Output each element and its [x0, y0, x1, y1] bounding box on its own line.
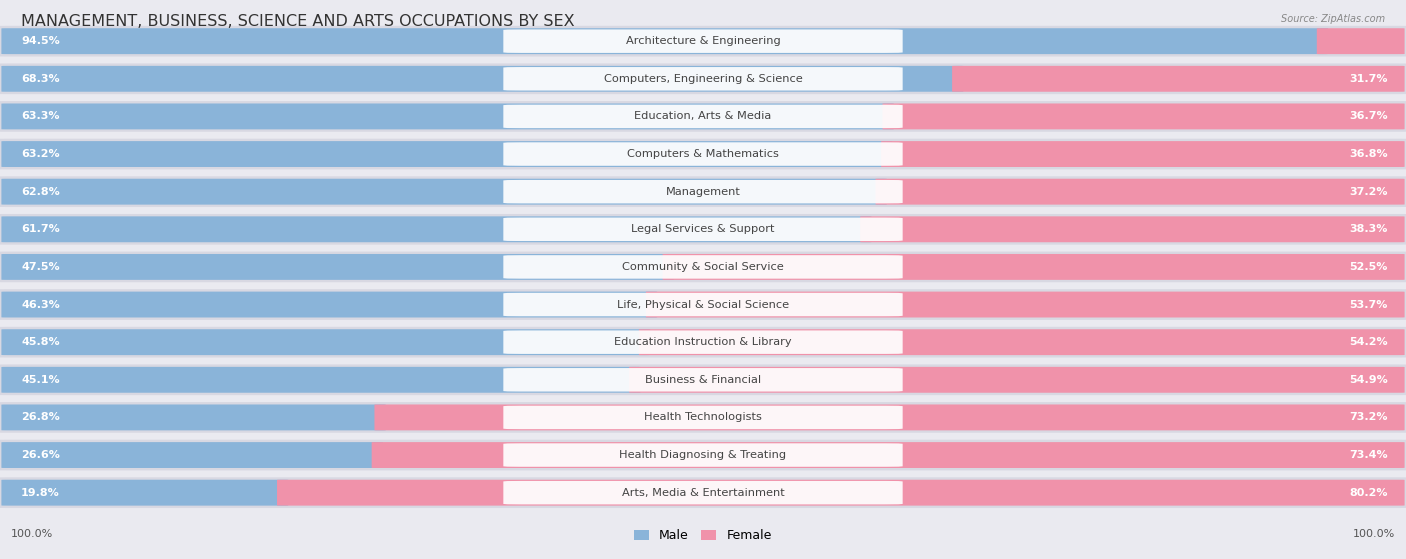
FancyBboxPatch shape: [503, 368, 903, 391]
FancyBboxPatch shape: [0, 139, 1406, 169]
FancyBboxPatch shape: [1, 216, 872, 242]
FancyBboxPatch shape: [1, 103, 894, 129]
Text: 94.5%: 94.5%: [21, 36, 60, 46]
FancyBboxPatch shape: [628, 367, 1405, 393]
FancyBboxPatch shape: [860, 216, 1405, 242]
Text: 73.2%: 73.2%: [1350, 413, 1388, 423]
FancyBboxPatch shape: [952, 66, 1405, 92]
FancyBboxPatch shape: [1, 292, 657, 318]
Text: 53.7%: 53.7%: [1350, 300, 1388, 310]
Text: Source: ZipAtlas.com: Source: ZipAtlas.com: [1281, 14, 1385, 24]
FancyBboxPatch shape: [1, 367, 640, 393]
FancyBboxPatch shape: [1, 480, 288, 505]
FancyBboxPatch shape: [883, 103, 1405, 129]
Text: Architecture & Engineering: Architecture & Engineering: [626, 36, 780, 46]
FancyBboxPatch shape: [503, 443, 903, 467]
FancyBboxPatch shape: [503, 30, 903, 53]
Text: 73.4%: 73.4%: [1350, 450, 1388, 460]
FancyBboxPatch shape: [1, 141, 893, 167]
Text: 45.8%: 45.8%: [21, 337, 59, 347]
Text: 100.0%: 100.0%: [1353, 529, 1395, 539]
Text: Computers, Engineering & Science: Computers, Engineering & Science: [603, 74, 803, 84]
Legend: Male, Female: Male, Female: [630, 524, 776, 547]
Text: 26.8%: 26.8%: [21, 413, 60, 423]
FancyBboxPatch shape: [0, 440, 1406, 471]
Text: MANAGEMENT, BUSINESS, SCIENCE AND ARTS OCCUPATIONS BY SEX: MANAGEMENT, BUSINESS, SCIENCE AND ARTS O…: [21, 14, 575, 29]
Text: 52.5%: 52.5%: [1350, 262, 1388, 272]
FancyBboxPatch shape: [1, 329, 650, 355]
FancyBboxPatch shape: [277, 480, 1405, 505]
Text: 19.8%: 19.8%: [21, 487, 60, 498]
FancyBboxPatch shape: [503, 105, 903, 128]
Text: 62.8%: 62.8%: [21, 187, 60, 197]
Text: Education, Arts & Media: Education, Arts & Media: [634, 111, 772, 121]
FancyBboxPatch shape: [0, 176, 1406, 207]
FancyBboxPatch shape: [503, 481, 903, 504]
Text: 54.2%: 54.2%: [1350, 337, 1388, 347]
Text: Arts, Media & Entertainment: Arts, Media & Entertainment: [621, 487, 785, 498]
FancyBboxPatch shape: [1, 254, 673, 280]
FancyBboxPatch shape: [503, 67, 903, 91]
FancyBboxPatch shape: [503, 143, 903, 166]
FancyBboxPatch shape: [638, 329, 1405, 355]
FancyBboxPatch shape: [0, 101, 1406, 132]
FancyBboxPatch shape: [0, 289, 1406, 320]
Text: 36.7%: 36.7%: [1350, 111, 1388, 121]
FancyBboxPatch shape: [503, 217, 903, 241]
Text: 100.0%: 100.0%: [11, 529, 53, 539]
FancyBboxPatch shape: [1, 28, 1329, 54]
Text: 80.2%: 80.2%: [1350, 487, 1388, 498]
FancyBboxPatch shape: [1317, 28, 1405, 54]
FancyBboxPatch shape: [371, 442, 1405, 468]
Text: 63.2%: 63.2%: [21, 149, 59, 159]
Text: 31.7%: 31.7%: [1350, 74, 1388, 84]
FancyBboxPatch shape: [0, 402, 1406, 433]
Text: Management: Management: [665, 187, 741, 197]
FancyBboxPatch shape: [1, 442, 382, 468]
FancyBboxPatch shape: [876, 179, 1405, 205]
FancyBboxPatch shape: [0, 327, 1406, 358]
Text: 46.3%: 46.3%: [21, 300, 60, 310]
Text: Business & Financial: Business & Financial: [645, 375, 761, 385]
Text: 45.1%: 45.1%: [21, 375, 59, 385]
Text: Community & Social Service: Community & Social Service: [621, 262, 785, 272]
Text: Health Technologists: Health Technologists: [644, 413, 762, 423]
FancyBboxPatch shape: [0, 63, 1406, 94]
FancyBboxPatch shape: [0, 214, 1406, 245]
FancyBboxPatch shape: [662, 254, 1405, 280]
Text: 36.8%: 36.8%: [1350, 149, 1388, 159]
FancyBboxPatch shape: [0, 477, 1406, 508]
Text: 54.9%: 54.9%: [1348, 375, 1388, 385]
Text: Legal Services & Support: Legal Services & Support: [631, 224, 775, 234]
Text: Education Instruction & Library: Education Instruction & Library: [614, 337, 792, 347]
FancyBboxPatch shape: [0, 26, 1406, 56]
FancyBboxPatch shape: [374, 405, 1405, 430]
Text: Health Diagnosing & Treating: Health Diagnosing & Treating: [620, 450, 786, 460]
Text: 47.5%: 47.5%: [21, 262, 59, 272]
Text: 61.7%: 61.7%: [21, 224, 60, 234]
FancyBboxPatch shape: [503, 255, 903, 278]
Text: 37.2%: 37.2%: [1350, 187, 1388, 197]
Text: Computers & Mathematics: Computers & Mathematics: [627, 149, 779, 159]
FancyBboxPatch shape: [503, 180, 903, 203]
FancyBboxPatch shape: [1, 405, 385, 430]
Text: 63.3%: 63.3%: [21, 111, 59, 121]
FancyBboxPatch shape: [0, 252, 1406, 282]
Text: 26.6%: 26.6%: [21, 450, 60, 460]
FancyBboxPatch shape: [1, 179, 887, 205]
FancyBboxPatch shape: [503, 330, 903, 354]
FancyBboxPatch shape: [503, 406, 903, 429]
FancyBboxPatch shape: [1, 66, 963, 92]
Text: 38.3%: 38.3%: [1350, 224, 1388, 234]
Text: Life, Physical & Social Science: Life, Physical & Social Science: [617, 300, 789, 310]
Text: 68.3%: 68.3%: [21, 74, 59, 84]
FancyBboxPatch shape: [503, 293, 903, 316]
FancyBboxPatch shape: [882, 141, 1405, 167]
FancyBboxPatch shape: [645, 292, 1405, 318]
FancyBboxPatch shape: [0, 364, 1406, 395]
